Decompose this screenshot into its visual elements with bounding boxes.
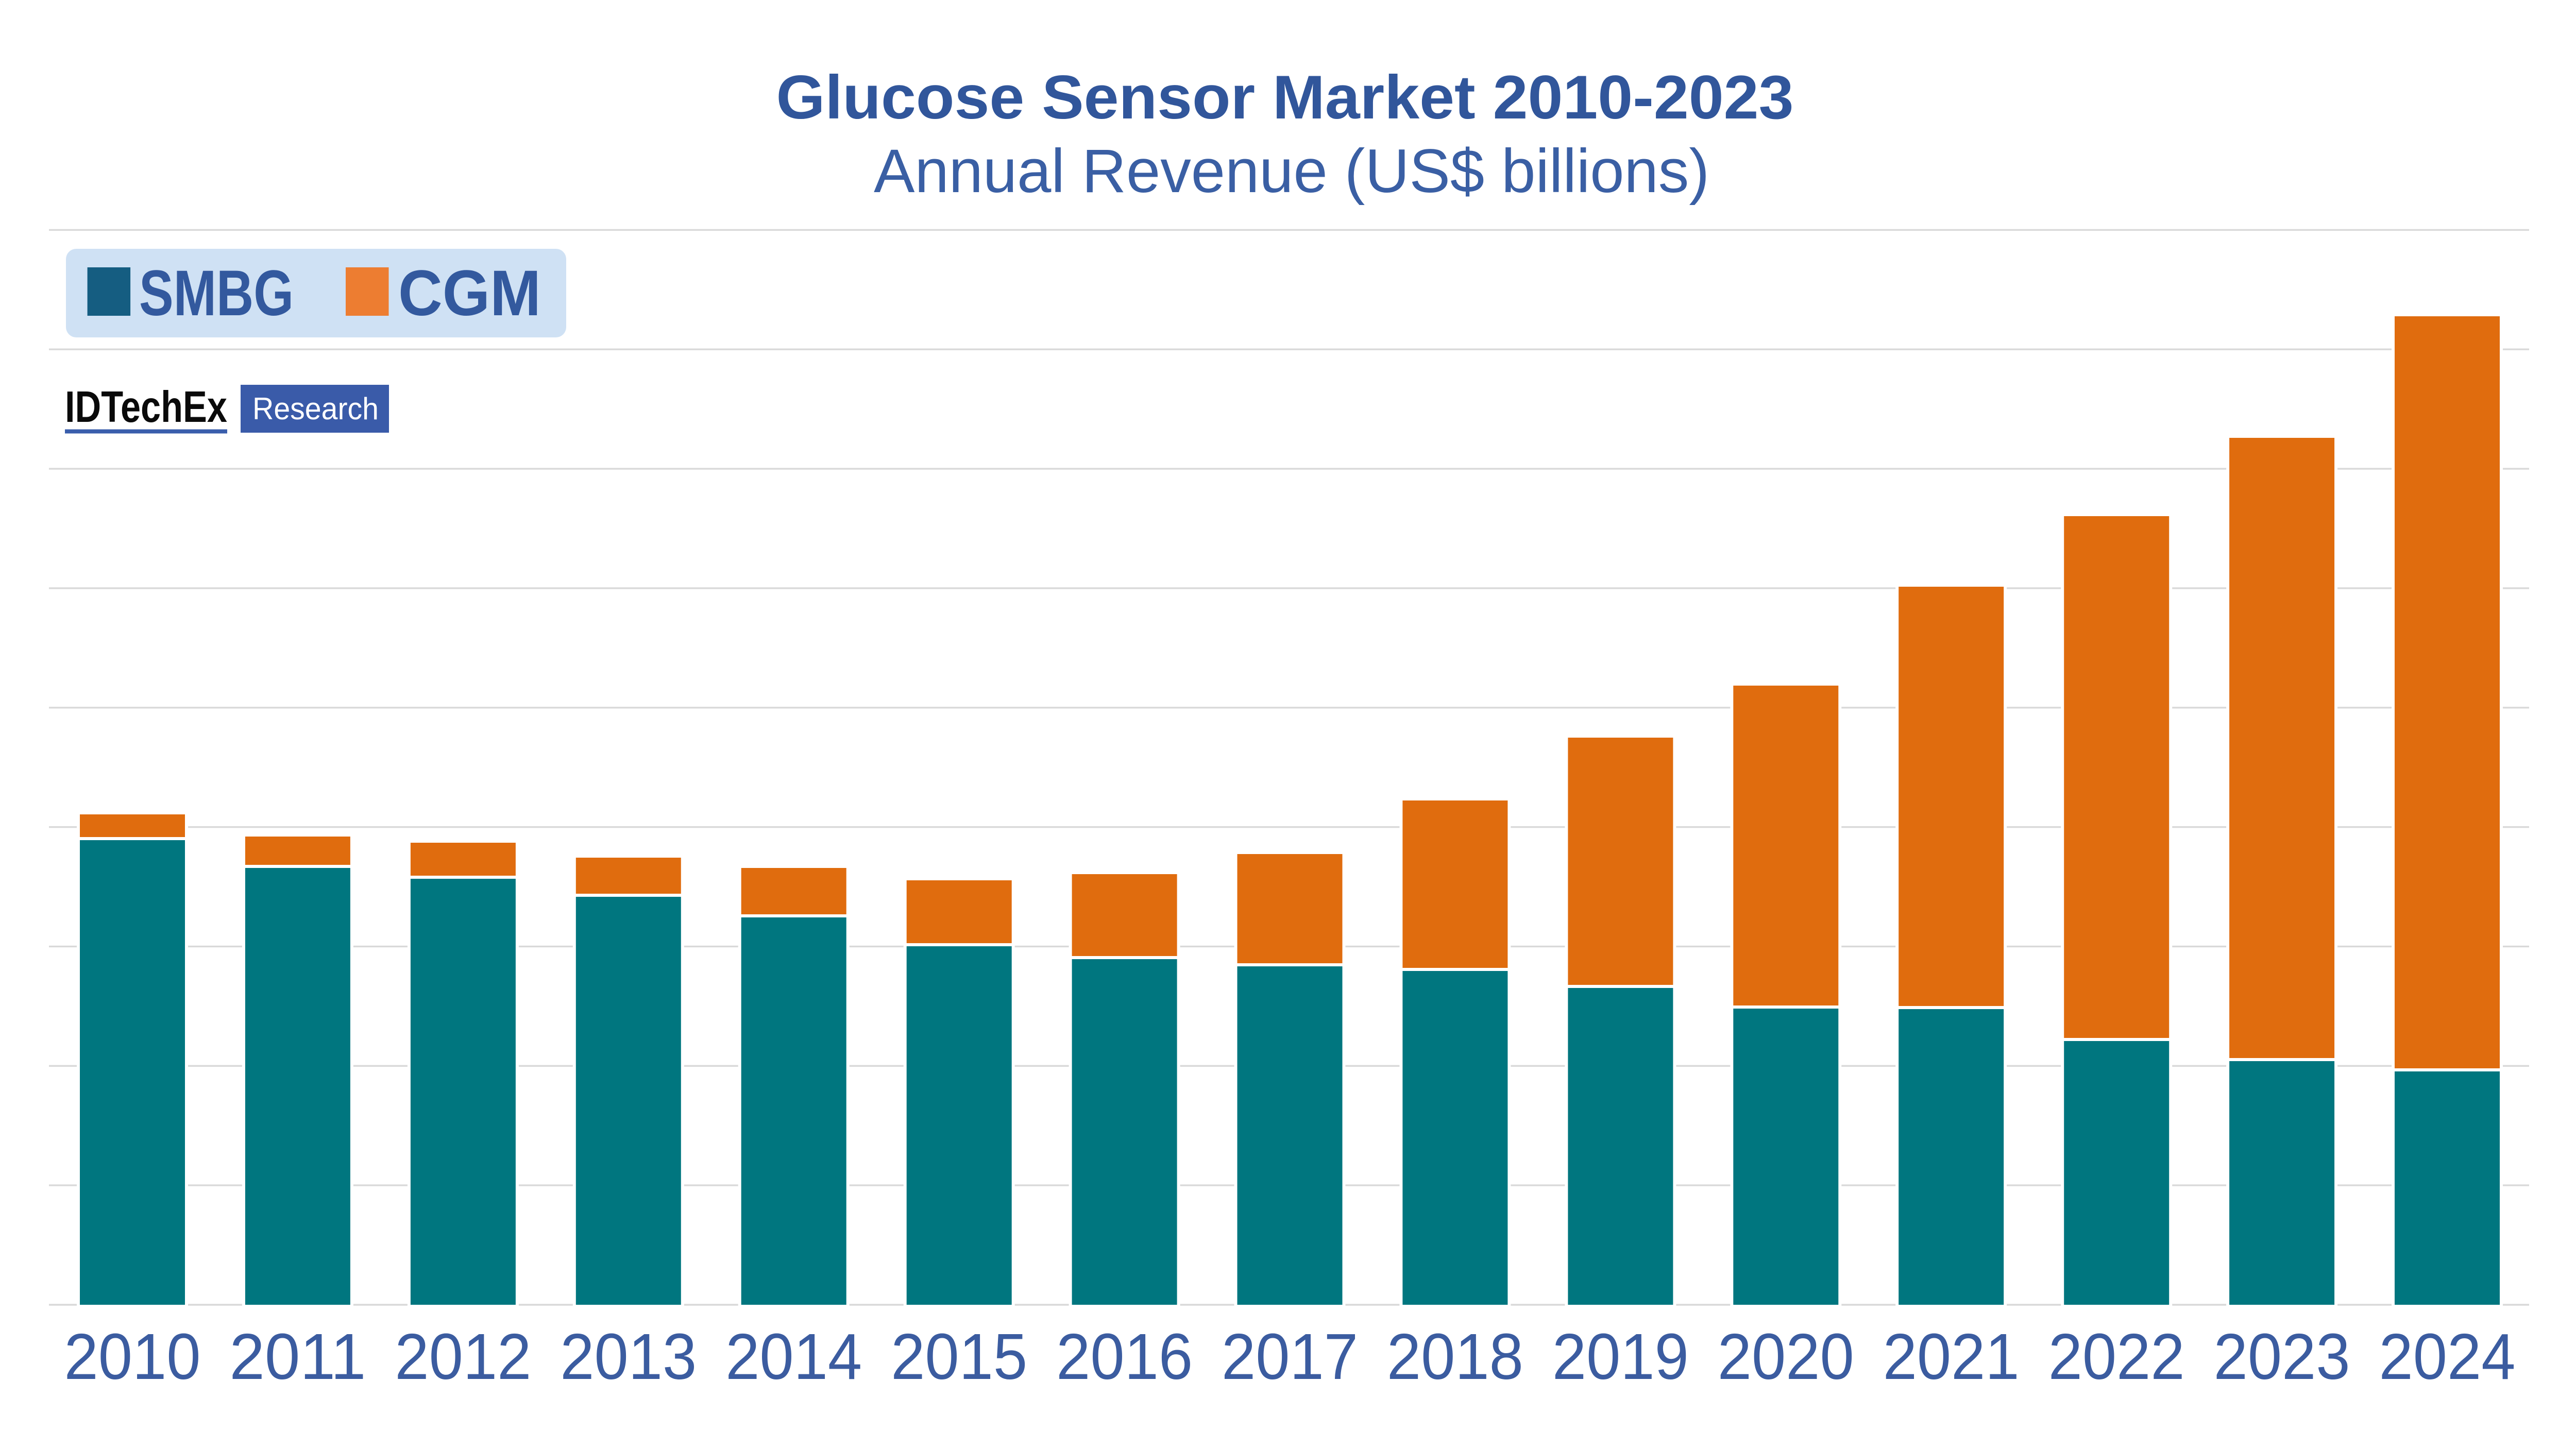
svg-text:2024: 2024: [2379, 1320, 2516, 1393]
svg-text:2023: 2023: [2214, 1320, 2350, 1393]
svg-text:CGM: CGM: [398, 258, 541, 329]
svg-text:Annual Revenue (US$ billions): Annual Revenue (US$ billions): [874, 137, 1709, 206]
svg-text:IDTechEx: IDTechEx: [65, 383, 227, 432]
svg-text:Glucose Sensor Market 2010-202: Glucose Sensor Market 2010-2023: [776, 63, 1794, 132]
svg-text:2020: 2020: [1718, 1320, 1854, 1393]
svg-text:2019: 2019: [1552, 1320, 1689, 1393]
svg-text:2015: 2015: [891, 1320, 1027, 1393]
svg-text:2012: 2012: [395, 1320, 531, 1393]
svg-text:2011: 2011: [229, 1320, 366, 1393]
svg-text:2021: 2021: [1883, 1320, 2020, 1393]
svg-text:Research: Research: [252, 391, 379, 426]
svg-text:SMBG: SMBG: [139, 258, 294, 329]
svg-text:2017: 2017: [1222, 1320, 1358, 1393]
svg-text:2018: 2018: [1387, 1320, 1523, 1393]
svg-text:2016: 2016: [1056, 1320, 1193, 1393]
svg-text:2014: 2014: [725, 1320, 862, 1393]
svg-text:2010: 2010: [64, 1320, 201, 1393]
svg-text:2022: 2022: [2048, 1320, 2185, 1393]
svg-text:2013: 2013: [560, 1320, 697, 1393]
